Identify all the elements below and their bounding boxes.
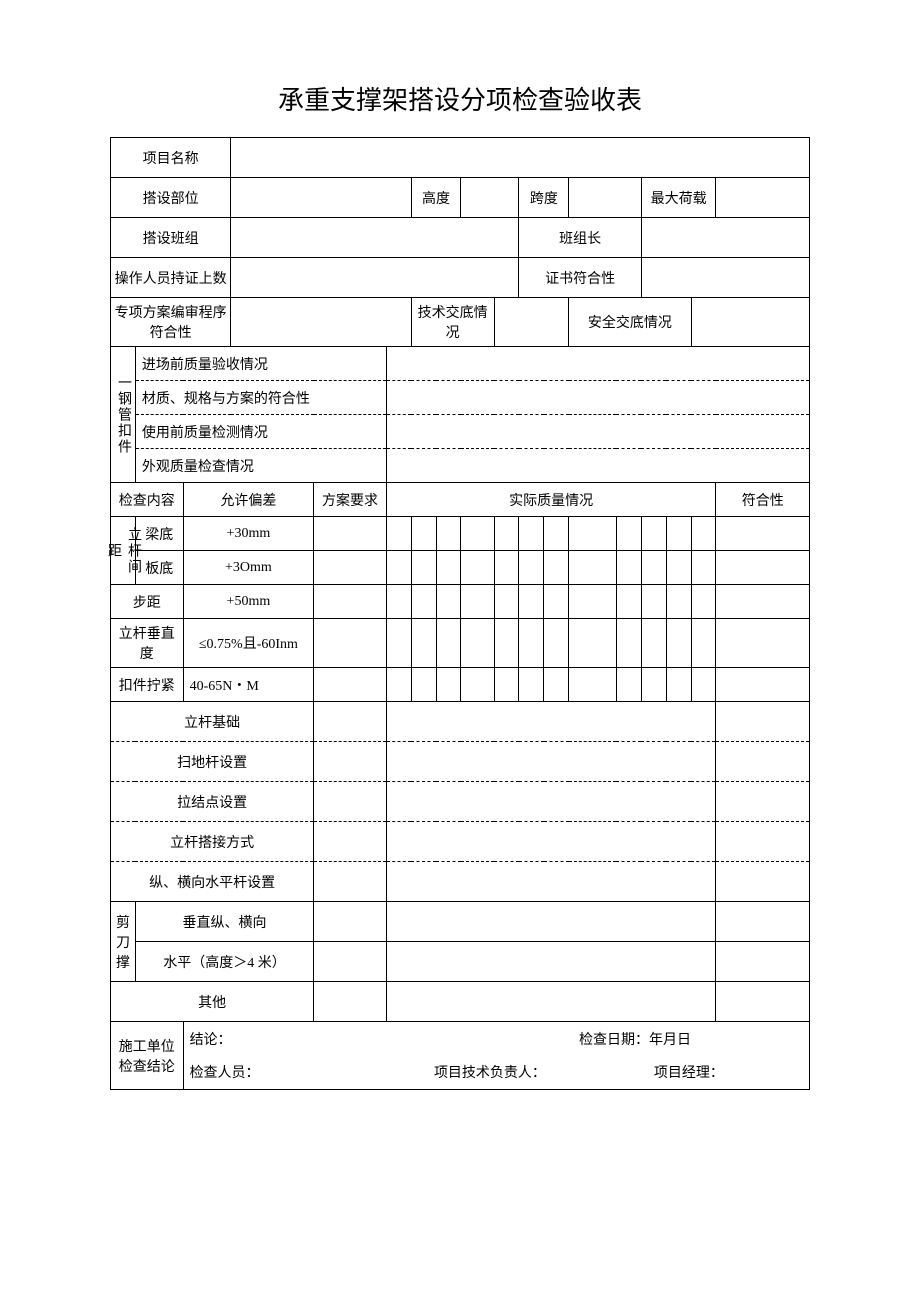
label-s4: 外观质量检查情况 (135, 449, 386, 483)
tol-beam: +30mm (183, 517, 314, 551)
value-safety-disclose (691, 298, 809, 347)
hdr-actual: 实际质量情况 (386, 483, 716, 517)
req-step (314, 585, 387, 619)
value-project-name (231, 138, 810, 178)
label-tech-disclose: 技术交底情况 (411, 298, 494, 347)
label-ground-bar: 扫地杆设置 (111, 742, 314, 782)
value-s1 (386, 347, 809, 381)
conf-slab (716, 551, 810, 585)
label-setup-pos: 搭设部位 (111, 178, 231, 218)
tol-step: +50mm (183, 585, 314, 619)
tol-slab: +3Omm (183, 551, 314, 585)
hdr-check-item: 检查内容 (111, 483, 184, 517)
label-check-date: 检查日期：年月日 (461, 1022, 810, 1056)
value-span (569, 178, 642, 218)
value-cert-count (231, 258, 519, 298)
label-steel-section: 一钢管扣件 (111, 347, 136, 483)
hdr-conform: 符合性 (716, 483, 810, 517)
tol-fastener: 40-65N・M (183, 668, 314, 702)
value-scheme-conform (231, 298, 411, 347)
label-lap: 立杆搭接方式 (111, 822, 314, 862)
req-vert (314, 619, 387, 668)
label-other: 其他 (111, 982, 314, 1022)
value-s3 (386, 415, 809, 449)
value-tech-disclose (494, 298, 569, 347)
label-s1: 进场前质量验收情况 (135, 347, 386, 381)
label-span: 跨度 (519, 178, 569, 218)
label-step: 步距 (111, 585, 184, 619)
conf-fastener (716, 668, 810, 702)
label-scissor-v: 垂直纵、横向 (135, 902, 313, 942)
actual-foundation (386, 702, 716, 742)
label-project-name: 项目名称 (111, 138, 231, 178)
label-s3: 使用前质量检测情况 (135, 415, 386, 449)
label-scissor-h: 水平（高度＞4 米） (135, 942, 313, 982)
label-unit-concl: 施工单位检查结论 (111, 1022, 184, 1090)
label-cert-count: 操作人员持证上数 (111, 258, 231, 298)
hdr-scheme-req: 方案要求 (314, 483, 387, 517)
page-title: 承重支撑架搭设分项检查验收表 (110, 80, 810, 117)
label-foundation: 立杆基础 (111, 702, 314, 742)
value-setup-pos (231, 178, 411, 218)
value-s4 (386, 449, 809, 483)
value-cert-conform (641, 258, 809, 298)
conf-beam (716, 517, 810, 551)
value-team-leader (641, 218, 809, 258)
req-beam (314, 517, 387, 551)
label-scissor: 剪刀撑 (111, 902, 136, 982)
hdr-tolerance: 允许偏差 (183, 483, 314, 517)
conf-step (716, 585, 810, 619)
label-cert-conform: 证书符合性 (519, 258, 641, 298)
label-horizontal-bar: 纵、横向水平杆设置 (111, 862, 314, 902)
value-setup-team (231, 218, 519, 258)
label-safety-disclose: 安全交底情况 (569, 298, 691, 347)
label-tech-lead: 项目技术负责人： (411, 1056, 569, 1090)
label-tie-point: 拉结点设置 (111, 782, 314, 822)
req-slab (314, 551, 387, 585)
label-max-load: 最大荷载 (641, 178, 716, 218)
label-s2: 材质、规格与方案的符合性 (135, 381, 386, 415)
label-scheme-conform: 专项方案编审程序符合性 (111, 298, 231, 347)
value-s2 (386, 381, 809, 415)
label-concl: 结论： (183, 1022, 461, 1056)
value-height (461, 178, 519, 218)
label-verticality: 立杆垂直度 (111, 619, 184, 668)
conf-foundation (716, 702, 810, 742)
label-pm: 项目经理： (569, 1056, 810, 1090)
req-fastener (314, 668, 387, 702)
label-inspector: 检查人员： (183, 1056, 411, 1090)
conf-vert (716, 619, 810, 668)
label-setup-team: 搭设班组 (111, 218, 231, 258)
tol-vert: ≤0.75%且-60Inm (183, 619, 314, 668)
label-post-spacing: 立杆间距 (111, 517, 136, 585)
label-team-leader: 班组长 (519, 218, 641, 258)
value-max-load (716, 178, 810, 218)
inspection-table: 项目名称 搭设部位 高度 跨度 最大荷载 搭设班组 班组长 操作人员持证上数 证… (110, 137, 810, 1090)
label-fastener: 扣件拧紧 (111, 668, 184, 702)
label-height: 高度 (411, 178, 461, 218)
